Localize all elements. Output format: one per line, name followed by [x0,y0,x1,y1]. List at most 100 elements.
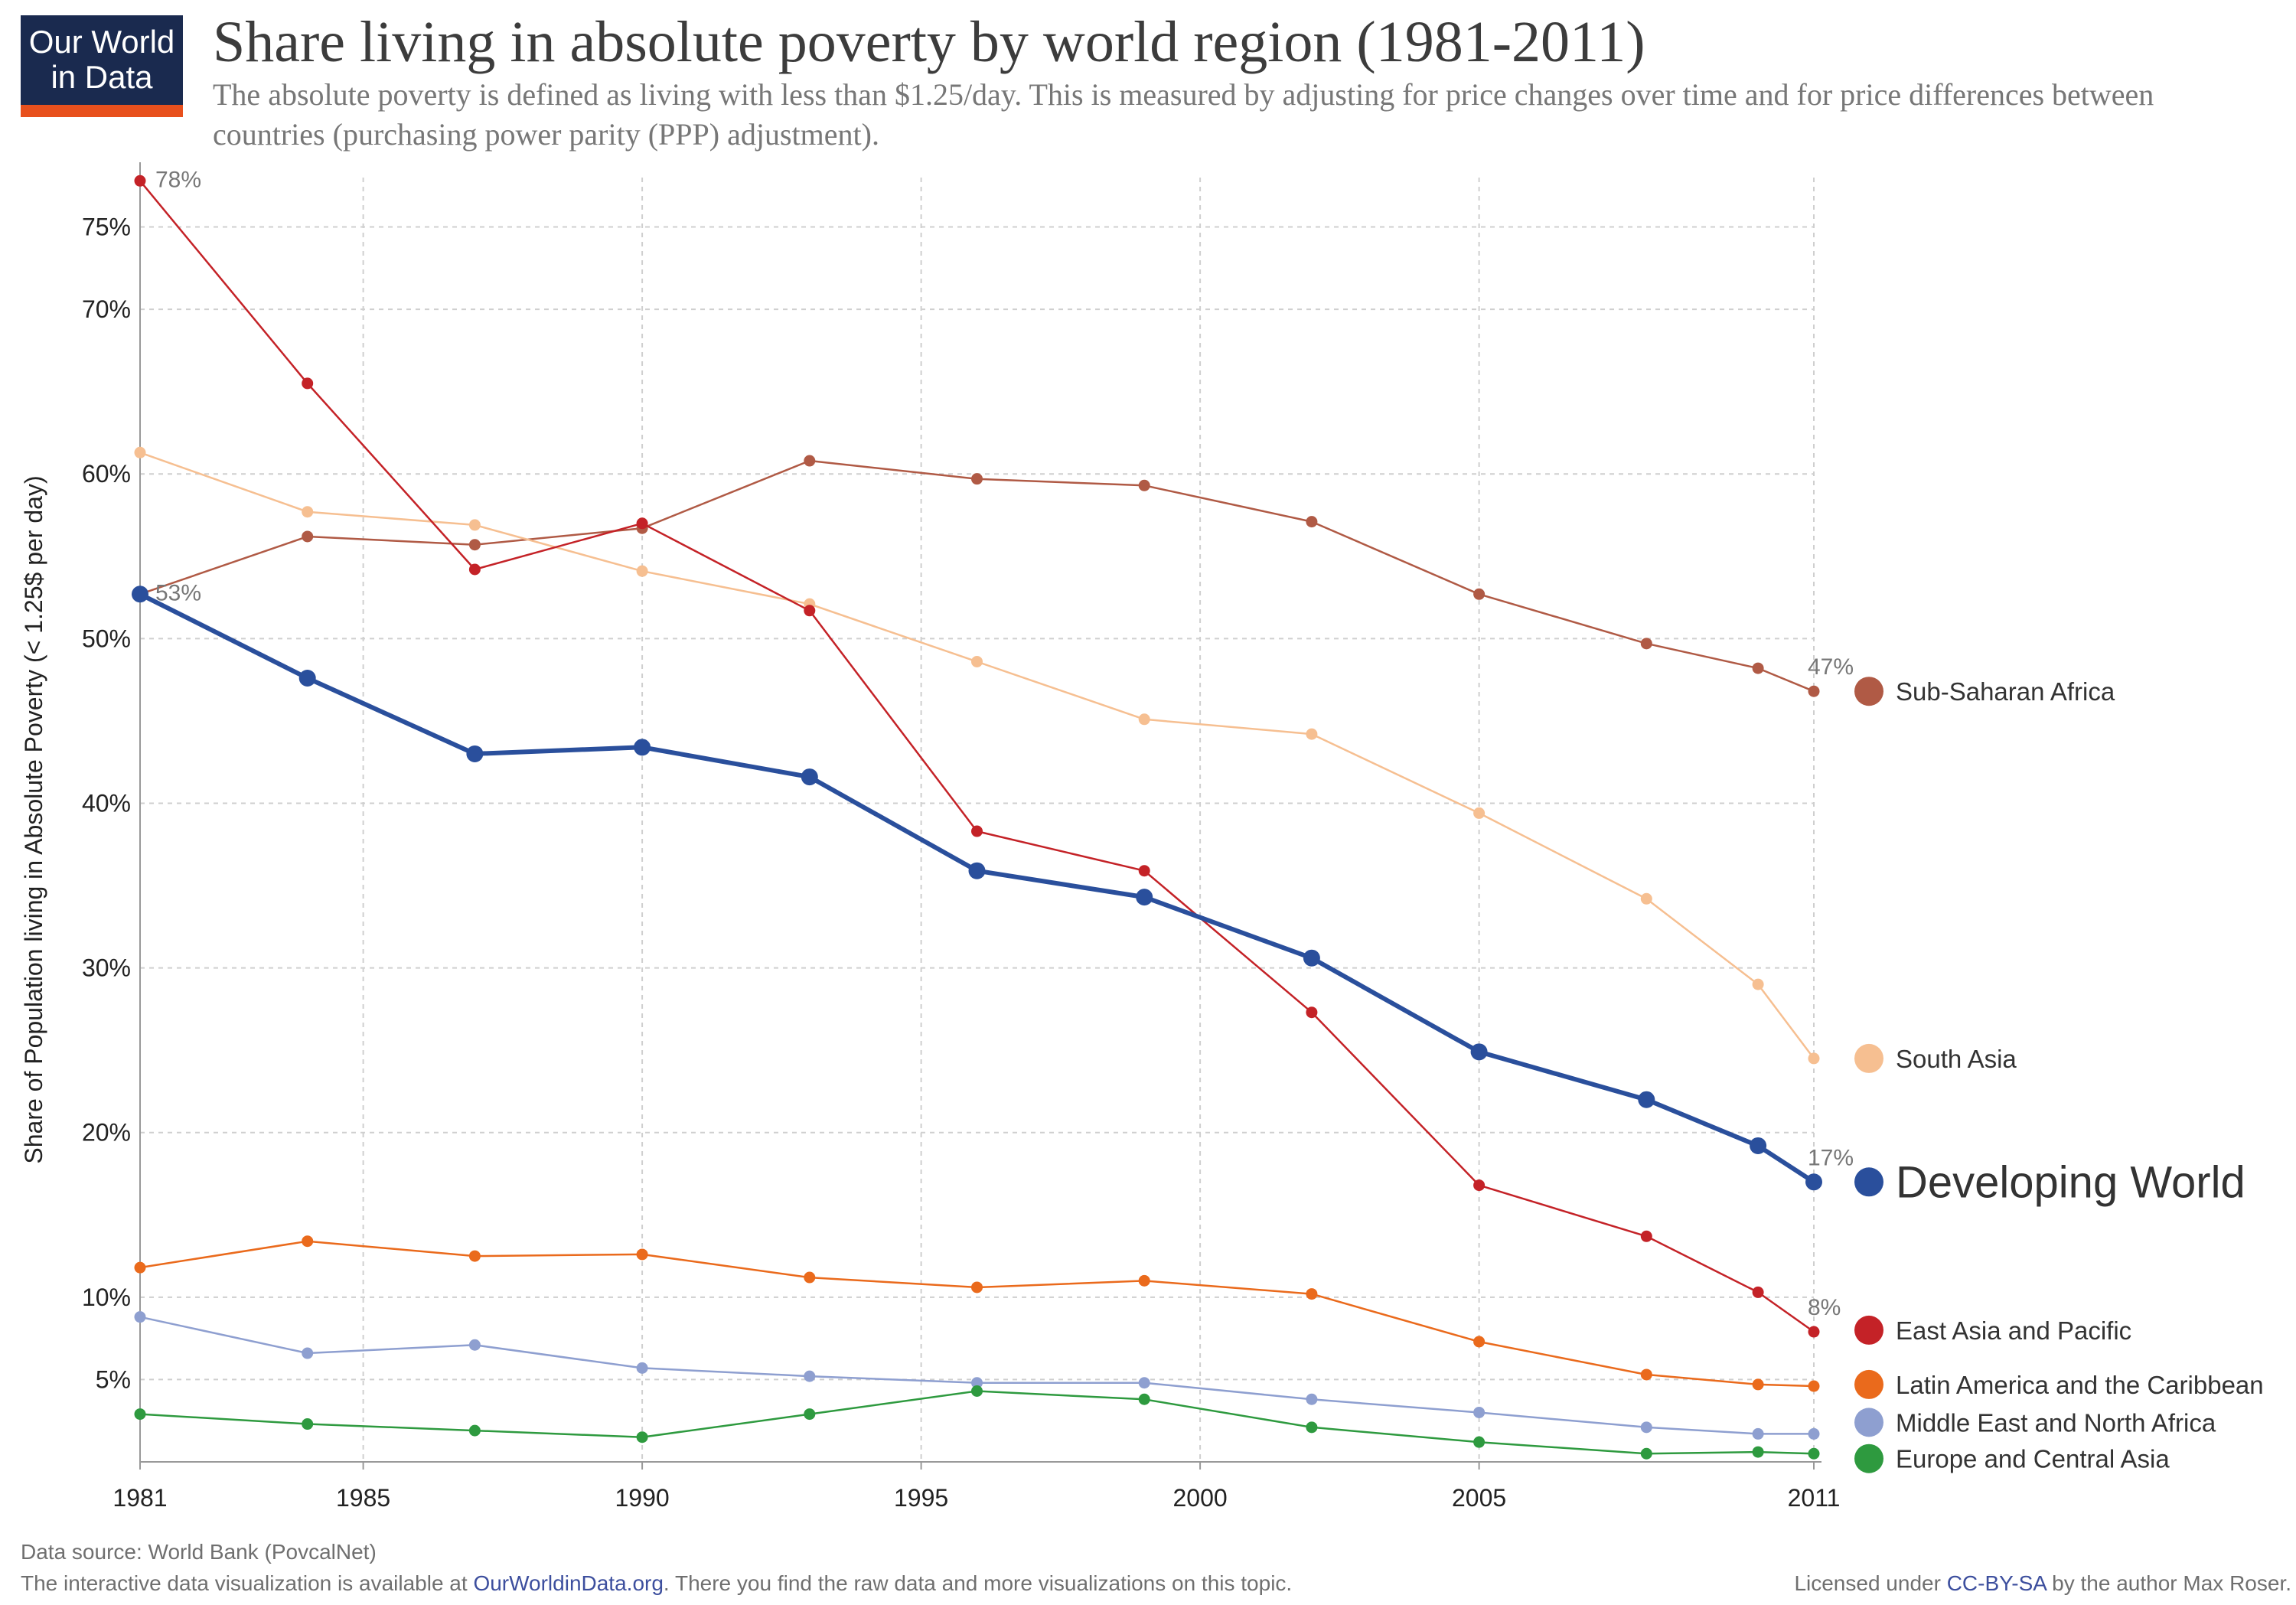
data-point-latin-america-and-the-caribbean [1640,1368,1652,1381]
logo-line-2: in Data [51,59,153,95]
data-point-europe-and-central-asia [971,1385,983,1397]
data-point-east-asia-and-pacific [1752,1286,1764,1298]
y-tick-label: 40% [82,789,131,817]
legend-item-latin-america-and-the-caribbean: Latin America and the Caribbean [1854,1369,2264,1399]
data-point-sub-saharan-africa [804,455,816,467]
data-point-east-asia-and-pacific [1138,865,1150,877]
data-point-europe-and-central-asia [636,1431,648,1444]
y-tick-label: 70% [82,295,131,323]
data-point-developing-world [634,739,651,756]
series-line-latin-america-and-the-caribbean [139,1240,1815,1388]
chart-subtitle: The absolute poverty is defined as livin… [213,77,2154,152]
owid-logo-box: Our World in Data [21,15,183,105]
data-point-europe-and-central-asia [1752,1446,1764,1458]
value-annotation: 47% [1808,654,1854,680]
interactive-note: The interactive data visualization is av… [21,1571,1292,1596]
data-point-developing-world [968,862,986,879]
legend-label: Latin America and the Caribbean [1896,1371,2264,1399]
data-point-middle-east-and-north-africa [804,1370,816,1382]
data-point-south-asia [1138,713,1150,726]
license-link[interactable]: CC-BY-SA [1946,1571,2047,1595]
data-point-east-asia-and-pacific [1306,1006,1318,1019]
owid-logo: Our World in Data [21,15,183,117]
data-point-east-asia-and-pacific [302,377,314,390]
data-point-south-asia [468,519,481,531]
series-line-sub-saharan-africa [139,459,1815,693]
owid-logo-accent-bar [21,105,183,117]
data-point-middle-east-and-north-africa [468,1339,481,1351]
data-point-developing-world [1470,1043,1488,1061]
legend-item-europe-and-central-asia: Europe and Central Asia [1854,1444,2170,1473]
series-line-developing-world [139,592,1815,1184]
y-tick-label: 5% [96,1365,131,1393]
data-point-middle-east-and-north-africa [302,1347,314,1359]
value-annotation: 8% [1808,1295,1841,1320]
data-point-developing-world [298,669,316,687]
data-point-south-asia [1640,892,1652,905]
data-point-east-asia-and-pacific [468,563,481,576]
legend-swatch [1854,1369,1883,1399]
owid-link[interactable]: OurWorldinData.org [473,1571,664,1595]
data-point-europe-and-central-asia [134,1408,146,1421]
data-point-latin-america-and-the-caribbean [302,1235,314,1248]
data-point-developing-world [1303,949,1320,967]
data-point-south-asia [1752,978,1764,990]
data-point-europe-and-central-asia [302,1418,314,1430]
legend-label: South Asia [1896,1045,2017,1073]
data-point-developing-world [1805,1173,1822,1191]
legend-swatch [1854,1315,1883,1345]
data-point-east-asia-and-pacific [804,605,816,617]
data-point-south-asia [636,565,648,577]
data-point-europe-and-central-asia [1808,1447,1820,1460]
value-annotation: 17% [1808,1145,1854,1170]
series-europe-and-central-asia [134,1385,1820,1460]
x-tick-label: 2000 [1173,1484,1228,1512]
data-point-latin-america-and-the-caribbean [1138,1274,1150,1287]
data-point-middle-east-and-north-africa [1808,1427,1820,1440]
data-point-sub-saharan-africa [1640,638,1652,650]
data-point-middle-east-and-north-africa [134,1311,146,1323]
data-point-middle-east-and-north-africa [1473,1406,1486,1418]
axis-layer: 5% 10% 20% 30% 40% 50% 60% 70% 75% 1981 1985 1990 19… [20,162,1840,1512]
y-tick-label: 60% [82,460,131,488]
chart-title: Share living in absolute poverty by worl… [213,10,1645,74]
legend-swatch [1854,1444,1883,1473]
legend-label: East Asia and Pacific [1896,1316,2131,1345]
data-point-sub-saharan-africa [1808,685,1820,697]
data-point-europe-and-central-asia [804,1408,816,1421]
x-tick-label: 2011 [1788,1484,1841,1512]
data-point-sub-saharan-africa [1138,479,1150,491]
interactive-note-suffix: . There you find the raw data and more v… [663,1571,1293,1595]
data-point-south-asia [302,506,314,518]
data-point-east-asia-and-pacific [1640,1230,1652,1242]
legend-layer: Sub-Saharan Africa South Asia Developing W… [1854,677,2264,1473]
series-layer [132,175,1822,1460]
data-point-developing-world [801,768,818,786]
data-point-developing-world [1136,889,1153,906]
legend-swatch [1854,1043,1883,1073]
data-point-sub-saharan-africa [1306,516,1318,528]
data-point-latin-america-and-the-caribbean [636,1248,648,1261]
data-point-europe-and-central-asia [1306,1421,1318,1434]
data-point-latin-america-and-the-caribbean [1808,1380,1820,1392]
data-point-sub-saharan-africa [302,530,314,543]
legend-label: Middle East and North Africa [1896,1408,2216,1437]
data-point-sub-saharan-africa [1752,662,1764,674]
x-tick-label: 1981 [113,1484,167,1512]
series-line-south-asia [139,452,1815,1059]
x-tick-label: 1995 [894,1484,948,1512]
series-line-middle-east-and-north-africa [139,1316,1814,1435]
data-point-latin-america-and-the-caribbean [971,1281,983,1293]
x-tick-label: 1990 [615,1484,670,1512]
legend-swatch [1854,677,1883,706]
legend-item-east-asia-and-pacific: East Asia and Pacific [1854,1315,2131,1345]
series-sub-saharan-africa [134,455,1820,697]
legend-item-middle-east-and-north-africa: Middle East and North Africa [1854,1408,2216,1437]
data-point-sub-saharan-africa [971,473,983,485]
license-prefix: Licensed under [1794,1571,1947,1595]
annotation-layer: 78% 53% 47% 17% 8% [155,167,1854,1320]
legend-item-developing-world: Developing World [1854,1157,2245,1207]
data-point-east-asia-and-pacific [971,825,983,837]
legend-swatch [1854,1167,1883,1197]
data-point-latin-america-and-the-caribbean [134,1261,146,1274]
